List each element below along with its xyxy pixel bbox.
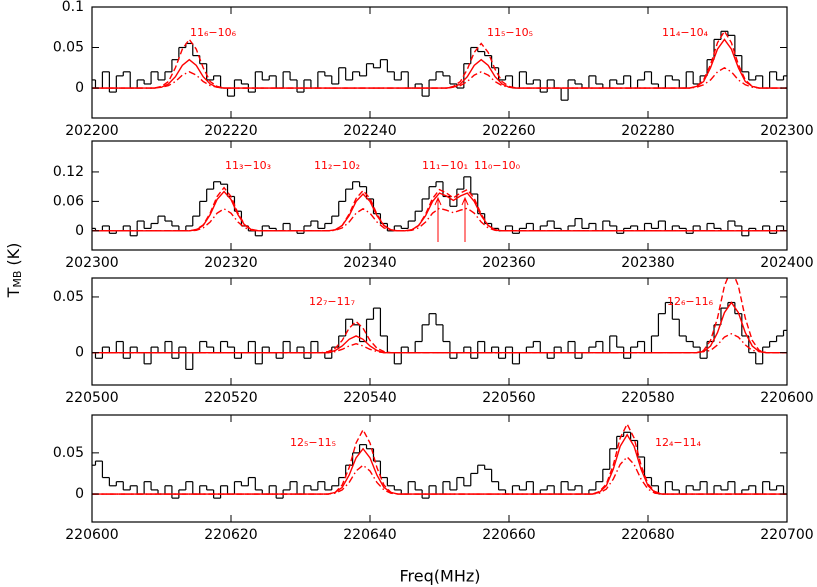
fit-line [92, 66, 787, 89]
x-tick-label: 220560 [482, 390, 535, 406]
fit-line [92, 278, 787, 354]
y-label-main: T [4, 287, 23, 298]
fit-line [92, 422, 787, 495]
y-tick-label: 0.1 [62, 0, 84, 15]
line-label: 12₅−11₅ [290, 436, 336, 449]
y-tick-label: 0.06 [53, 193, 84, 209]
line-label: 11₃−10₃ [225, 159, 271, 172]
fit-line [92, 455, 787, 495]
plot-frame [91, 6, 788, 119]
arrow [434, 196, 442, 242]
plot-area [92, 278, 787, 370]
plot-area [92, 29, 787, 101]
y-tick-label: 0.05 [53, 445, 84, 461]
x-axis-label: Freq(MHz) [400, 567, 481, 586]
line-label: 11₂−10₂ [314, 159, 360, 172]
x-tick-label: 202220 [204, 123, 257, 139]
y-tick-label: 0 [75, 345, 84, 361]
line-label: 11₆−10₆ [190, 26, 237, 39]
y-label-unit: (K) [4, 243, 23, 266]
fit-line [92, 29, 787, 89]
x-tick-label: 202400 [760, 255, 813, 271]
x-tick-label: 220500 [65, 390, 118, 406]
plot-frame [91, 140, 788, 251]
fit-line [92, 190, 787, 232]
x-tick-label: 202360 [482, 255, 535, 271]
x-tick-label: 220600 [760, 390, 813, 406]
x-tick-label: 220600 [65, 527, 118, 543]
x-tick-label: 220520 [204, 390, 257, 406]
x-tick-label: 220660 [482, 527, 535, 543]
fit-line [92, 186, 787, 232]
y-tick-label: 0 [75, 223, 84, 239]
line-label: 11₁−10₁ [422, 159, 468, 172]
x-tick-label: 220540 [343, 390, 396, 406]
x-tick-label: 202380 [621, 255, 674, 271]
arrow [461, 196, 469, 242]
panel: 202200 202220 202240 202260 202280 202300 0 0.0… [53, 0, 814, 139]
x-tick-label: 220580 [621, 390, 674, 406]
panel: 202300 202320 202340 202360 202380 202400 0 0.0… [53, 140, 814, 271]
line-label: 11₅−10₅ [487, 26, 533, 39]
fit-line [92, 38, 787, 89]
line-label: 12₇−11₇ [309, 295, 355, 308]
y-tick-label: 0.05 [53, 289, 84, 305]
y-tick-label: 0 [75, 486, 84, 502]
x-tick-label: 202340 [343, 255, 396, 271]
x-tick-label: 202200 [65, 123, 118, 139]
line-label: 11₄−10₄ [662, 26, 709, 39]
line-label: 12₄−11₄ [655, 436, 702, 449]
y-tick-label: 0.05 [53, 40, 84, 56]
fit-line [92, 332, 787, 354]
y-label-subscript: MB [11, 271, 24, 288]
y-tick-label: 0.12 [53, 164, 84, 180]
x-tick-label: 220620 [204, 527, 257, 543]
line-label: 11₀−10₀ [474, 159, 521, 172]
fit-line [92, 301, 787, 354]
x-tick-label: 220680 [621, 527, 674, 543]
x-tick-label: 202240 [343, 123, 396, 139]
panel: 220500 220520 220540 220560 220580 220600 0 0.0… [53, 277, 814, 406]
plot-area [92, 422, 787, 499]
plot-frame [91, 277, 788, 386]
x-tick-label: 202260 [482, 123, 535, 139]
x-tick-label: 202280 [621, 123, 674, 139]
plot-frame [91, 414, 788, 523]
x-tick-label: 202320 [204, 255, 257, 271]
panel: 220600 220620 220640 220660 220680 220700 0 0.0… [53, 414, 814, 543]
fit-line [92, 207, 787, 232]
line-label: 12₆−11₆ [667, 295, 714, 308]
x-tick-label: 202300 [65, 255, 118, 271]
plot-area [92, 176, 787, 237]
x-tick-label: 202300 [760, 123, 813, 139]
hyperfine-arrows [434, 196, 469, 242]
y-tick-label: 0 [75, 80, 84, 96]
x-tick-label: 220700 [760, 527, 813, 543]
x-tick-label: 220640 [343, 527, 396, 543]
y-axis-label: TMB (K) [4, 243, 25, 299]
